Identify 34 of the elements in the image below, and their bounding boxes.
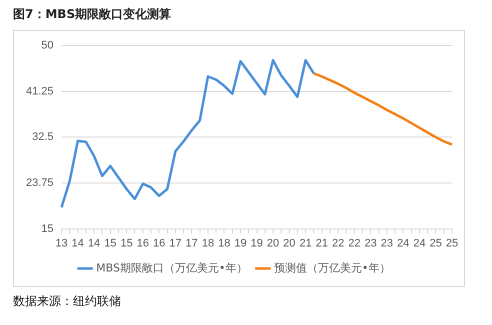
x-tick-label: 25: [446, 237, 458, 250]
y-tick-label: 32.5: [32, 131, 54, 144]
x-tick-label: 21: [299, 237, 312, 250]
x-tick-label: 19: [234, 237, 247, 250]
x-tick-label: 15: [120, 237, 133, 250]
x-tick-label: 24: [413, 237, 426, 250]
x-tick-label: 18: [202, 237, 214, 250]
x-tick-label: 23: [364, 237, 377, 250]
x-tick-label: 21: [316, 237, 328, 250]
y-tick-label: 23.75: [26, 177, 54, 190]
source-note: 数据来源：纽约联储: [13, 293, 121, 310]
y-tick-label: 50: [41, 40, 54, 52]
x-tick-label: 16: [153, 237, 166, 250]
x-tick-label: 18: [218, 237, 230, 250]
x-tick-label: 13: [55, 237, 68, 250]
x-tick-label: 23: [380, 237, 394, 250]
chart-title: 图7：MBS期限敞口变化测算: [13, 6, 172, 23]
x-tick-label: 24: [397, 237, 410, 250]
x-tick-label: 15: [104, 237, 116, 250]
y-tick-label: 41.25: [26, 85, 54, 98]
x-tick-label: 22: [332, 237, 344, 250]
legend-label: MBS期限敞口（万亿美元•年）: [96, 261, 248, 274]
x-tick-label: 17: [169, 237, 182, 250]
x-tick-label: 14: [88, 237, 100, 250]
legend-label: 预测值（万亿美元•年）: [274, 261, 390, 274]
x-tick-label: 16: [136, 237, 149, 250]
x-tick-label: 20: [266, 237, 280, 250]
y-tick-label: 15: [41, 222, 54, 235]
x-tick-label: 22: [348, 237, 361, 250]
x-tick-label: 19: [250, 237, 263, 250]
x-tick-label: 17: [186, 237, 198, 250]
x-tick-label: 20: [283, 237, 296, 250]
x-tick-label: 25: [430, 237, 442, 250]
x-tick-label: 14: [72, 237, 84, 250]
